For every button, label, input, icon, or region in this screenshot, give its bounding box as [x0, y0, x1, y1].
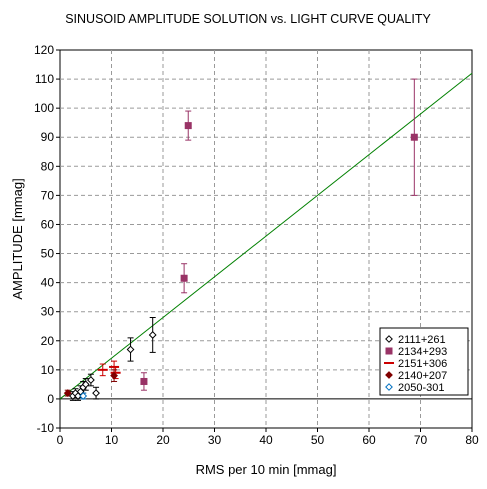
data-point: [148, 331, 157, 339]
data-point: [110, 371, 118, 380]
x-tick-label: 70: [414, 433, 428, 447]
data-point: [92, 389, 100, 398]
data-point: [180, 274, 188, 282]
data-point: [81, 380, 90, 389]
x-tick-label: 20: [156, 433, 170, 447]
y-tick-label: 0: [47, 392, 54, 406]
y-axis-label: AMPLITUDE [mmag]: [10, 178, 25, 299]
trend-line-group: [59, 72, 473, 400]
y-tick-label: 100: [34, 101, 54, 115]
x-tick-label: 0: [57, 433, 64, 447]
legend-label: 2050-301: [398, 382, 445, 394]
legend-marker: [385, 371, 393, 379]
legend-marker: [385, 347, 393, 355]
data-point: [86, 376, 95, 384]
x-tick-label: 10: [105, 433, 119, 447]
y-tick-label: 90: [41, 130, 55, 144]
y-tick-label: 30: [41, 305, 55, 319]
data-point: [140, 377, 148, 385]
data-point: [63, 389, 72, 398]
chart-title: SINUSOID AMPLITUDE SOLUTION vs. LIGHT CU…: [65, 12, 431, 26]
data-point: [126, 345, 135, 354]
legend-label: 2111+261: [398, 334, 446, 346]
x-axis-label: RMS per 10 min [mmag]: [196, 462, 337, 477]
legend-box: [379, 327, 469, 396]
x-tick-label: 50: [311, 433, 325, 447]
x-tick-label: 40: [259, 433, 273, 447]
y-tick-label: 120: [34, 43, 54, 57]
legend-marker: [385, 335, 393, 343]
axes: 0 10 20 30 40 50 60 70 80-1001020304050607080901…: [34, 43, 479, 447]
legend-marker: [385, 383, 393, 391]
x-tick-label: 60: [362, 433, 376, 447]
data-marks: [63, 78, 418, 401]
data-point: [184, 122, 192, 130]
legend-label: 2140+207: [398, 370, 447, 382]
y-tick-label: 60: [41, 217, 55, 231]
y-tick-label: 10: [41, 363, 55, 377]
y-tick-label: 40: [41, 276, 55, 290]
legend-label: 2151+306: [398, 358, 447, 370]
y-tick-label: 70: [41, 188, 55, 202]
x-tick-label: 80: [465, 433, 479, 447]
x-tick-label: 30: [208, 433, 222, 447]
data-point: [410, 133, 418, 141]
y-tick-label: -10: [37, 421, 55, 435]
y-tick-label: 110: [35, 72, 54, 86]
y-tick-label: 50: [41, 247, 55, 261]
legend-label: 2134+293: [398, 346, 447, 358]
trend-line: [59, 72, 473, 400]
data-point: [79, 392, 88, 400]
y-tick-label: 20: [41, 334, 55, 348]
y-tick-label: 80: [41, 159, 55, 173]
